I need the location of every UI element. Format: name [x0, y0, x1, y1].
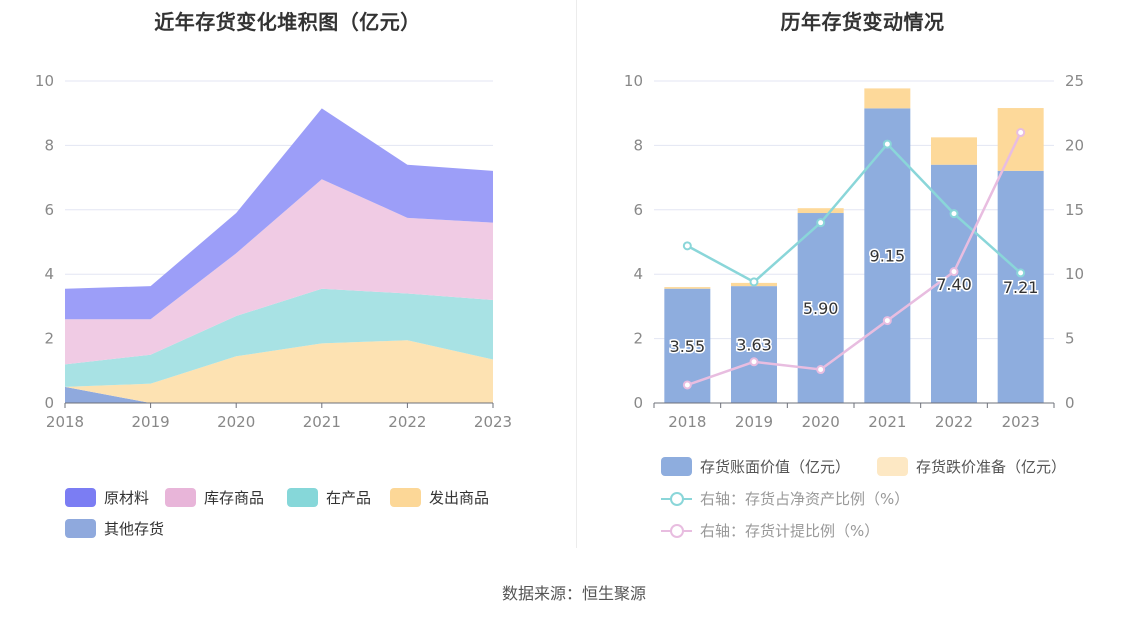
bar-impairment — [664, 287, 711, 289]
y-tick-label: 4 — [44, 265, 54, 283]
legend-line-icon — [661, 521, 692, 540]
y-tick-label: 0 — [44, 394, 54, 412]
line-point-1 — [749, 357, 759, 367]
stacked-area-panel: 近年存货变化堆积图（亿元） 0 2 4 6 8 10 2018 2019 2020 2021 202… — [0, 0, 575, 560]
area-在产品 — [65, 288, 493, 387]
bar-book-value — [731, 286, 777, 403]
bar-data-label: 9.15 — [870, 247, 906, 266]
line-point-1 — [682, 380, 692, 390]
line-point-1 — [1016, 128, 1026, 138]
y-tick-label: 6 — [633, 201, 643, 219]
line-series-0 — [686, 142, 1022, 284]
y-tick-label: 10 — [35, 72, 54, 90]
y2-tick-label: 0 — [1065, 394, 1075, 412]
y2-tick-label: 10 — [1065, 265, 1084, 283]
line-point-1 — [816, 365, 826, 375]
panel-divider — [576, 0, 577, 548]
y-tick-label: 10 — [624, 72, 643, 90]
legend-item[interactable]: 原材料 — [65, 487, 149, 508]
x-tick-label: 2021 — [303, 413, 341, 431]
x-tick-label: 2021 — [868, 413, 906, 431]
bar-line-panel: 历年存货变动情况 0 2 4 6 8 10 0 5 10 15 20 25 2018 2019 2020 20… — [577, 0, 1148, 560]
bar-data-label: 3.55 — [670, 337, 706, 356]
y2-tick-label: 20 — [1065, 136, 1084, 154]
area-发出商品 — [65, 340, 493, 403]
line-point-1 — [882, 316, 892, 326]
legend-item[interactable]: 发出商品 — [390, 487, 489, 508]
x-tick-label: 2019 — [735, 413, 773, 431]
bar-impairment — [797, 208, 844, 214]
line-series-1 — [686, 131, 1022, 387]
line-point-0 — [682, 241, 692, 251]
bar-book-value — [864, 108, 911, 404]
legend-item[interactable]: 存货账面价值（亿元） — [661, 456, 850, 477]
legend-swatch — [65, 519, 96, 538]
legend-swatch — [287, 488, 318, 507]
bar-impairment — [997, 108, 1044, 171]
y-tick-label: 8 — [633, 136, 643, 154]
bar-data-label: 5.90 — [803, 299, 839, 318]
area-库存商品 — [65, 179, 493, 365]
legend-swatch — [390, 488, 421, 507]
bar-impairment — [931, 137, 977, 165]
data-source: 数据来源：恒生聚源 — [501, 584, 646, 603]
legend-item[interactable]: 存货跌价准备（亿元） — [877, 456, 1066, 477]
line-point-0 — [749, 277, 759, 287]
legend-label: 其他存货 — [104, 520, 165, 538]
y-tick-label: 2 — [633, 330, 643, 348]
legend-label: 在产品 — [326, 489, 372, 507]
bar-data-label: 7.21 — [1003, 278, 1039, 297]
legend-swatch — [165, 488, 196, 507]
stacked-area-chart: 0 2 4 6 8 10 2018 2019 2020 2021 2022 2023 — [35, 72, 512, 431]
y-tick-label: 6 — [44, 201, 54, 219]
right-chart-title: 历年存货变动情况 — [780, 10, 945, 34]
bar-data-label: 3.63 — [736, 336, 772, 355]
x-tick-label: 2023 — [474, 413, 512, 431]
y2-tick-label: 25 — [1065, 72, 1084, 90]
y-tick-label: 0 — [633, 394, 643, 412]
legend-item[interactable]: 右轴：存货计提比例（%） — [661, 520, 879, 541]
x-tick-label: 2022 — [388, 413, 426, 431]
bar-data-label: 7.40 — [936, 275, 972, 294]
x-tick-label: 2023 — [1002, 413, 1040, 431]
x-tick-label: 2020 — [217, 413, 255, 431]
x-tick-label: 2022 — [935, 413, 973, 431]
line-point-1 — [949, 267, 959, 277]
area-原材料 — [65, 108, 493, 320]
legend-label: 存货账面价值（亿元） — [700, 458, 851, 476]
legend-item[interactable]: 其他存货 — [65, 518, 164, 539]
legend-swatch — [661, 457, 692, 476]
line-point-0 — [816, 218, 826, 228]
x-tick-label: 2019 — [132, 413, 170, 431]
legend-line-icon — [661, 489, 692, 508]
y-tick-label: 8 — [44, 136, 54, 154]
y-tick-label: 4 — [633, 265, 643, 283]
legend-label: 存货跌价准备（亿元） — [916, 458, 1067, 476]
bar-line-chart: 0 2 4 6 8 10 0 5 10 15 20 25 2018 2019 2020 2021 2022 202… — [624, 72, 1084, 431]
legend-item[interactable]: 右轴：存货占净资产比例（%） — [661, 488, 909, 509]
legend-label: 右轴：存货计提比例（%） — [700, 522, 880, 540]
legend-swatch — [877, 457, 908, 476]
line-point-0 — [882, 139, 892, 149]
bar-impairment — [864, 88, 911, 109]
legend-label: 原材料 — [104, 489, 150, 507]
legend-item[interactable]: 库存商品 — [165, 487, 264, 508]
bar-book-value — [997, 170, 1044, 403]
line-point-0 — [949, 209, 959, 219]
y-tick-label: 2 — [44, 330, 54, 348]
x-tick-label: 2018 — [668, 413, 706, 431]
area-其他存货 — [65, 386, 493, 403]
left-chart-title: 近年存货变化堆积图（亿元） — [154, 10, 421, 34]
x-tick-label: 2018 — [46, 413, 84, 431]
y2-tick-label: 15 — [1065, 201, 1084, 219]
legend-label: 右轴：存货占净资产比例（%） — [700, 490, 910, 508]
line-point-0 — [1016, 268, 1026, 278]
y2-tick-label: 5 — [1065, 330, 1075, 348]
legend-item[interactable]: 在产品 — [287, 487, 371, 508]
legend-label: 发出商品 — [429, 489, 490, 507]
x-tick-label: 2020 — [802, 413, 840, 431]
legend-label: 库存商品 — [204, 489, 265, 507]
legend-swatch — [65, 488, 96, 507]
